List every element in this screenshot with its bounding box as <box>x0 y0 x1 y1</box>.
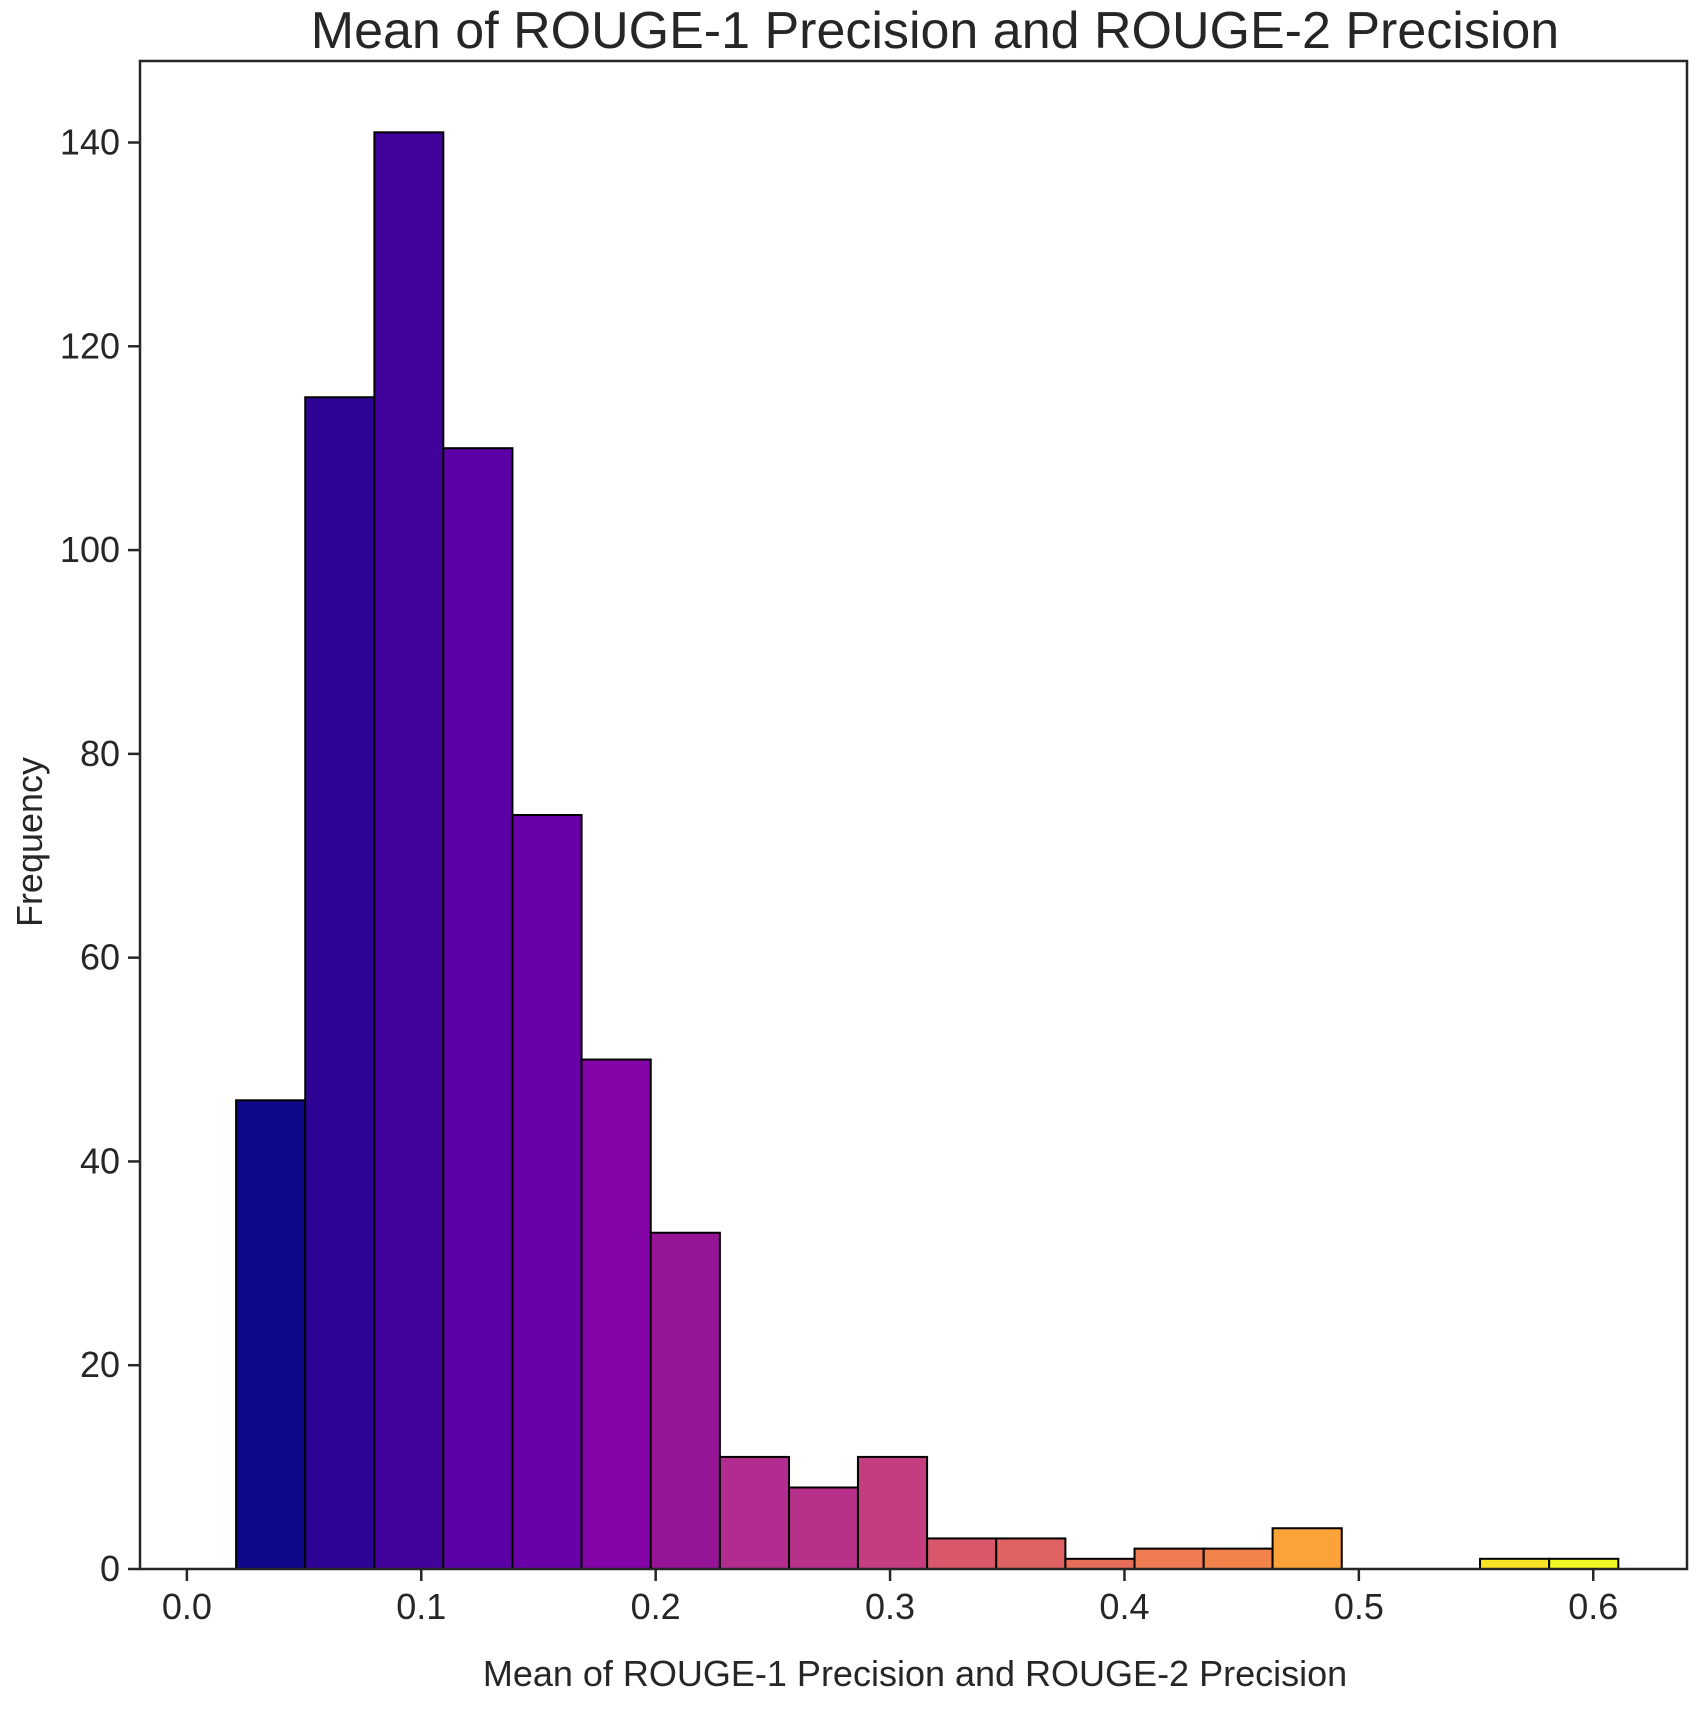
histogram-bar-8 <box>788 1486 859 1570</box>
histogram-bar-9 <box>856 1455 929 1571</box>
y-tick-label-2: 40 <box>80 1140 120 1181</box>
x-tick-label-3: 0.3 <box>865 1586 915 1627</box>
histogram-bar-3 <box>442 447 514 1570</box>
histogram-bar-14 <box>1202 1547 1274 1570</box>
histogram-bar-4 <box>511 814 583 1570</box>
histogram-bar-15 <box>1271 1527 1343 1571</box>
histogram-bar-18 <box>1479 1557 1551 1570</box>
histogram-bar-6 <box>649 1231 721 1570</box>
y-tick-label-6: 120 <box>60 325 120 366</box>
histogram-bar-13 <box>1133 1547 1205 1570</box>
x-tick-label-6: 0.6 <box>1568 1586 1618 1627</box>
y-tick-label-4: 80 <box>80 733 120 774</box>
x-tick-label-5: 0.5 <box>1334 1586 1384 1627</box>
histogram-bar-19 <box>1548 1557 1620 1570</box>
histogram-bars <box>235 131 1620 1571</box>
x-tick-label-4: 0.4 <box>1099 1586 1149 1627</box>
x-axis-ticks: 0.0 0.1 0.2 0.3 0.4 0.5 0.6 <box>162 1569 1618 1627</box>
histogram-bar-2 <box>373 131 445 1570</box>
histogram-bar-10 <box>926 1537 998 1570</box>
plot-frame <box>138 59 1689 1571</box>
x-tick-label-1: 0.1 <box>396 1586 446 1627</box>
histogram-bar-7 <box>718 1455 791 1571</box>
histogram-bar-12 <box>1064 1557 1136 1570</box>
x-axis-label: Mean of ROUGE-1 Precision and ROUGE-2 Pr… <box>483 1653 1347 1694</box>
histogram-bar-11 <box>995 1537 1067 1570</box>
x-tick-label-0: 0.0 <box>162 1586 212 1627</box>
y-tick-label-0: 0 <box>100 1548 120 1589</box>
y-tick-label-7: 140 <box>60 122 120 163</box>
y-axis-label: Frequency <box>9 757 50 927</box>
y-tick-label-1: 20 <box>80 1344 120 1385</box>
histogram-bar-0 <box>235 1099 307 1570</box>
y-tick-label-3: 60 <box>80 937 120 978</box>
x-tick-label-2: 0.2 <box>631 1586 681 1627</box>
histogram-bar-1 <box>304 396 376 1570</box>
chart-title: Mean of ROUGE-1 Precision and ROUGE-2 Pr… <box>311 2 1559 60</box>
y-axis-ticks: 0 20 40 60 80 100 120 140 <box>60 122 140 1589</box>
y-tick-label-5: 100 <box>60 529 120 570</box>
histogram-bar-5 <box>580 1058 652 1570</box>
